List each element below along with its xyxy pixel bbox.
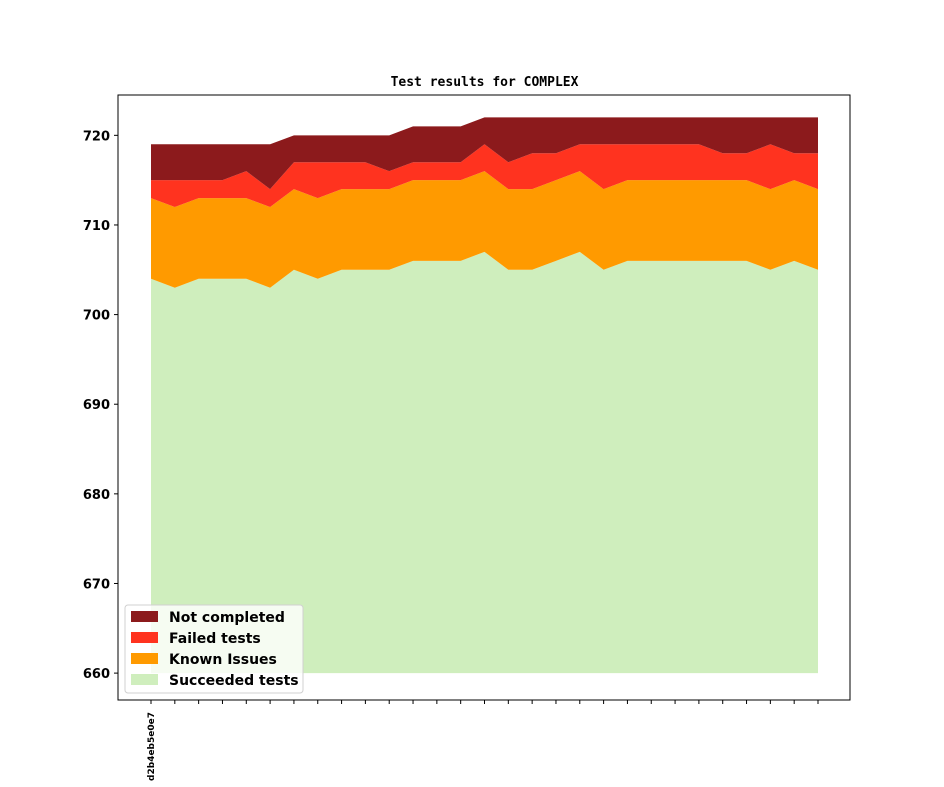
area-known-issues	[151, 171, 818, 288]
legend: Not completed Failed tests Known Issues Suc…	[124, 604, 304, 694]
area-succeeded-tests	[151, 251, 818, 674]
x-tick-label: d2b4eb5e0e7	[147, 712, 157, 781]
legend-swatch-failed-tests	[131, 632, 158, 643]
legend-swatch-succeeded-tests	[131, 674, 158, 685]
x-axis: d2b4eb5e0e7	[147, 700, 819, 781]
area-not-completed	[151, 117, 818, 190]
y-axis: 660 670 680 690 700 710 720	[83, 129, 118, 682]
y-tick-label: 690	[83, 398, 110, 413]
y-tick-label: 670	[83, 577, 110, 592]
legend-box	[124, 604, 304, 694]
legend-label-known-issues: Known Issues	[169, 652, 277, 668]
stacked-areas	[151, 117, 818, 674]
legend-label-failed-tests: Failed tests	[169, 631, 261, 647]
legend-label-not-completed: Not completed	[169, 610, 285, 626]
area-failed-tests	[151, 144, 818, 208]
y-tick-label: 680	[83, 488, 110, 503]
legend-swatch-not-completed	[131, 611, 158, 622]
legend-label-succeeded-tests: Succeeded tests	[169, 673, 299, 689]
chart-title: Test results for COMPLEX	[391, 75, 579, 90]
y-tick-label: 700	[83, 309, 110, 324]
y-tick-label: 720	[83, 129, 110, 144]
y-tick-label: 710	[83, 219, 110, 234]
legend-swatch-known-issues	[131, 653, 158, 664]
y-tick-label: 660	[83, 667, 110, 682]
